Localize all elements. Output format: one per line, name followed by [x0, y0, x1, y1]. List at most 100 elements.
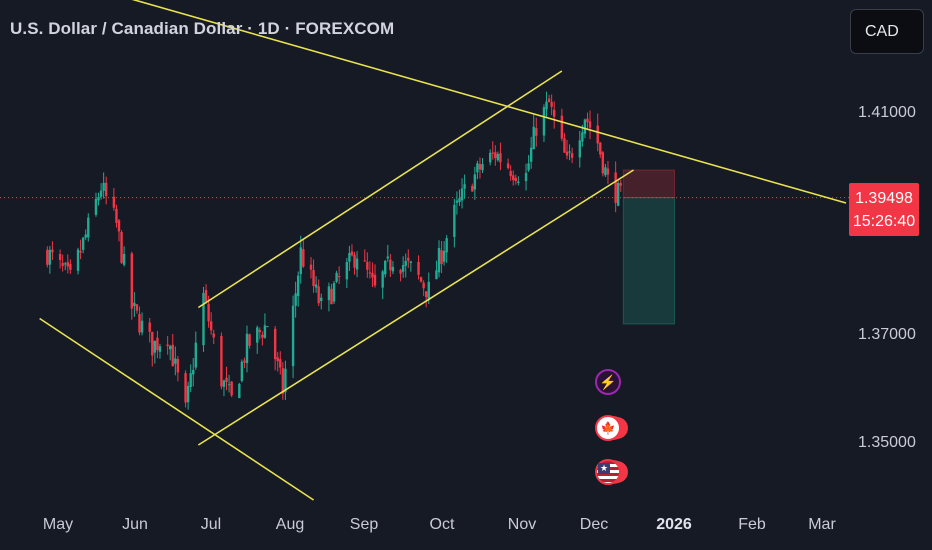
x-tick-label: May [42, 516, 74, 533]
candle-body [560, 115, 564, 139]
candle-body [51, 249, 54, 253]
candle-body [189, 373, 192, 388]
candle-body [256, 327, 259, 343]
candle-body [225, 377, 228, 383]
candle-body [207, 303, 210, 322]
candle-body [619, 183, 622, 186]
candle-body [64, 263, 67, 265]
candle-body [489, 152, 492, 163]
candle-body [266, 326, 269, 328]
current-price: 1.39498 [855, 190, 913, 207]
candle-body [294, 293, 297, 306]
candle-body [494, 152, 497, 159]
candle-body [148, 322, 151, 332]
candle-body [115, 208, 118, 223]
candle-body [186, 385, 190, 403]
candle-body [330, 288, 333, 305]
bar-countdown: 15:26:40 [852, 213, 916, 230]
candle-body [299, 247, 302, 275]
candle-body [227, 384, 231, 386]
x-tick-label: Jul [200, 516, 222, 533]
candle-body [509, 170, 512, 177]
candle-body [46, 249, 49, 265]
candle-body [151, 331, 154, 356]
candle-body [542, 107, 546, 136]
x-tick-label: Oct [429, 516, 455, 533]
candle-body [174, 358, 177, 364]
candle-body [371, 272, 374, 278]
us-flag-icon[interactable]: ★ [595, 459, 621, 485]
candle-body [281, 368, 285, 394]
candle-body [153, 340, 157, 353]
candle-body [335, 272, 338, 282]
candle-body [166, 344, 169, 347]
candle-body [463, 184, 466, 189]
candle-body [140, 320, 144, 333]
candle-body [586, 118, 589, 123]
trendline-descending-lower [39, 317, 315, 501]
lightning-icon[interactable]: ⚡ [595, 369, 621, 395]
candle-body [535, 128, 538, 136]
candle-body [220, 335, 223, 387]
candle-body [309, 264, 313, 270]
candle-body [79, 251, 82, 253]
candle-body [238, 383, 241, 399]
candle-body [245, 333, 249, 364]
candle-body [471, 185, 474, 192]
candle-body [529, 147, 533, 162]
candle-body [76, 249, 80, 271]
candle-body [386, 256, 389, 259]
candle-body [401, 265, 405, 272]
y-tick-label: 1.37000 [858, 326, 916, 343]
candle-body [353, 254, 356, 268]
candle-body [209, 321, 213, 331]
candle-body [419, 277, 423, 282]
candle-body [417, 261, 420, 275]
candle-body [258, 329, 261, 333]
candle-body [473, 174, 477, 190]
candle-body [425, 291, 428, 298]
candle-body [481, 164, 484, 171]
candle-body [499, 153, 502, 163]
candle-body [435, 270, 438, 280]
candle-body [122, 253, 126, 265]
candle-body [506, 163, 510, 169]
x-tick-label: Nov [507, 516, 537, 533]
candle-body [204, 289, 208, 302]
x-tick-label: Aug [275, 516, 305, 533]
candle-body [263, 325, 267, 338]
candle-body [407, 257, 410, 261]
candle-body [563, 138, 566, 153]
candle-body [120, 232, 123, 263]
candle-body [427, 281, 430, 301]
candle-body [314, 284, 318, 288]
candle-body [547, 98, 551, 102]
candle-body [550, 101, 553, 107]
currency-button[interactable]: CAD [850, 9, 924, 54]
candle-body [514, 177, 517, 182]
x-tick-label: Sep [349, 516, 379, 533]
candle-body [553, 109, 556, 117]
candle-body [458, 198, 461, 203]
candle-body [545, 101, 548, 110]
candle-body [578, 140, 581, 158]
x-tick-label: Mar [808, 516, 836, 533]
canada-flag-icon[interactable]: 🍁 [595, 415, 621, 441]
candle-body [276, 357, 279, 362]
candle-body [105, 182, 108, 197]
candle-body [284, 368, 287, 393]
candle-body [606, 168, 610, 175]
trendline-descending-upper [131, 0, 847, 204]
candle-body [230, 381, 233, 396]
candle-body [381, 271, 384, 288]
candle-body [317, 286, 320, 304]
candle-body [194, 342, 197, 368]
candle-body [350, 251, 354, 256]
candle-body [345, 261, 349, 280]
candle-body [176, 359, 180, 373]
candle-body [442, 251, 446, 262]
candle-body [568, 151, 571, 153]
candle-body [384, 260, 387, 275]
candle-body [604, 167, 607, 176]
